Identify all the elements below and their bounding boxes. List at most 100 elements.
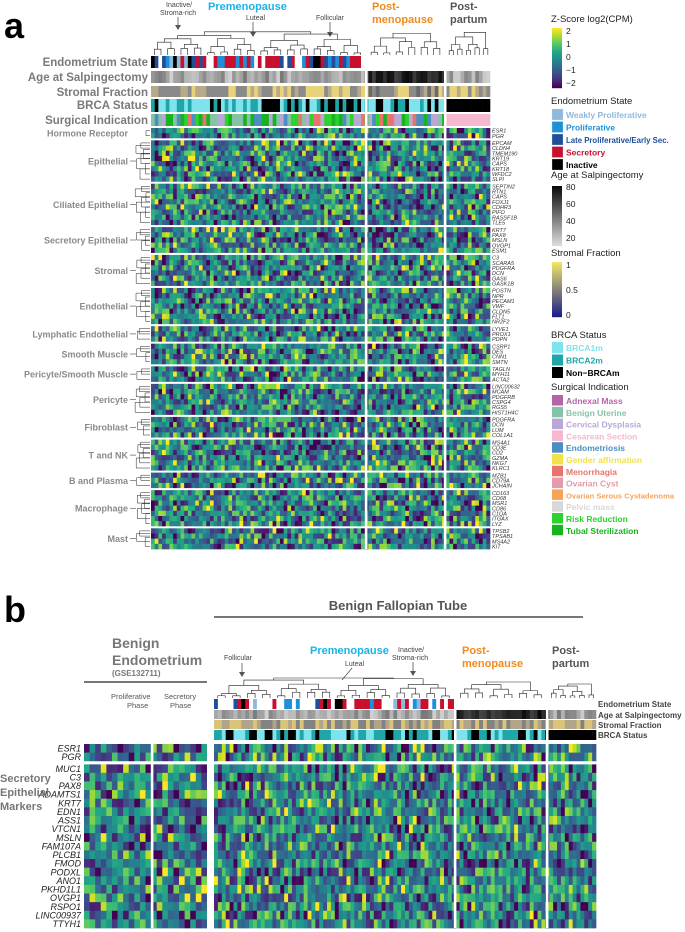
heat-cell: [324, 199, 329, 205]
heat-cell: [419, 298, 425, 304]
heat-cell: [272, 298, 277, 304]
heat-cell: [460, 354, 465, 360]
heat-cell: [335, 242, 340, 249]
heat-cell: [291, 371, 296, 378]
heat-cell: [346, 313, 351, 320]
heat-cell: [423, 227, 428, 233]
heat-cell: [471, 371, 476, 378]
heat-cell: [349, 242, 355, 249]
heat-cell: [202, 409, 207, 416]
heat-cell: [467, 227, 472, 233]
heat-cell: [224, 161, 229, 167]
heat-cell: [232, 376, 237, 383]
heat-cell: [434, 318, 439, 325]
heat-cell: [482, 237, 487, 243]
heat-cell: [254, 254, 259, 261]
heat-cell: [195, 260, 200, 266]
heat-cell: [246, 209, 251, 216]
heat-cell: [283, 140, 288, 146]
heat-cell: [209, 409, 214, 416]
heat-cell: [405, 176, 410, 183]
heat-cell: [250, 155, 255, 162]
heat-cell: [169, 298, 174, 304]
heat-cell: [154, 260, 159, 266]
heat-cell: [162, 376, 167, 383]
heat-cell: [320, 422, 325, 428]
heat-cell: [294, 133, 299, 139]
heat-cell: [467, 219, 472, 226]
heat-cell: [279, 376, 285, 383]
heat-cell: [228, 140, 233, 146]
heat-cell: [151, 354, 156, 360]
heat-cell: [405, 366, 410, 372]
heat-cell: [187, 298, 192, 304]
heat-cell: [482, 313, 487, 320]
heat-cell: [361, 270, 366, 276]
heat-cell: [445, 376, 450, 383]
heat-cell: [239, 336, 244, 343]
heat-cell: [235, 204, 240, 210]
heat-cell: [154, 427, 159, 433]
heat-cell: [291, 280, 296, 287]
postpartum-label-1: Post-: [450, 1, 478, 13]
heat-cell: [180, 204, 185, 210]
heat-cell: [386, 383, 391, 390]
heat-cell: [162, 204, 167, 210]
heat-cell: [279, 389, 285, 395]
heat-cell: [431, 399, 436, 405]
heat-cell: [272, 416, 277, 423]
heat-cell: [224, 336, 229, 343]
heat-cell: [478, 166, 483, 172]
heat-cell: [383, 336, 388, 343]
heat-cell: [320, 155, 325, 162]
heat-cell: [397, 354, 402, 360]
heat-cell: [460, 348, 465, 355]
heat-cell: [475, 275, 480, 282]
heat-cell: [151, 171, 156, 177]
heat-cell: [423, 298, 428, 304]
heat-cell: [327, 303, 332, 309]
heat-cell: [331, 171, 336, 177]
heat-cell: [291, 331, 296, 337]
heat-cell: [313, 270, 318, 276]
heat-cell: [383, 348, 388, 355]
heat-cell: [386, 326, 391, 332]
heat-cell: [154, 298, 159, 304]
heat-cell: [257, 183, 262, 190]
heat-cell: [316, 354, 321, 360]
heat-cell: [187, 331, 192, 337]
heat-cell: [213, 287, 218, 294]
heat-cell: [324, 318, 329, 325]
heat-cell: [169, 214, 174, 221]
heat-cell: [438, 161, 443, 167]
heat-cell: [283, 404, 288, 411]
heat-cell: [383, 287, 388, 294]
heat-cell: [379, 275, 384, 282]
heat-cell: [287, 275, 292, 282]
heat-cell: [309, 383, 314, 390]
heat-cell: [224, 318, 229, 325]
heat-cell: [342, 287, 347, 294]
heat-cell: [482, 383, 487, 390]
heat-cell: [235, 260, 240, 266]
heat-cell: [412, 194, 417, 200]
heat-cell: [427, 336, 432, 343]
heat-cell: [335, 326, 340, 332]
heat-cell: [195, 227, 200, 233]
heat-cell: [324, 209, 329, 216]
heat-cell: [283, 219, 288, 226]
heat-cell: [431, 293, 436, 299]
heat-cell: [283, 366, 288, 372]
heat-cell: [279, 348, 285, 355]
heat-cell: [324, 145, 329, 152]
heat-cell: [298, 303, 303, 309]
heat-cell: [482, 293, 487, 299]
heat-cell: [408, 242, 413, 249]
heat-cell: [276, 422, 281, 428]
heat-cell: [357, 348, 362, 355]
heat-cell: [372, 199, 377, 205]
heat-cell: [305, 404, 310, 411]
heat-cell: [184, 161, 189, 167]
heat-cell: [257, 204, 262, 210]
heat-cell: [335, 128, 340, 134]
